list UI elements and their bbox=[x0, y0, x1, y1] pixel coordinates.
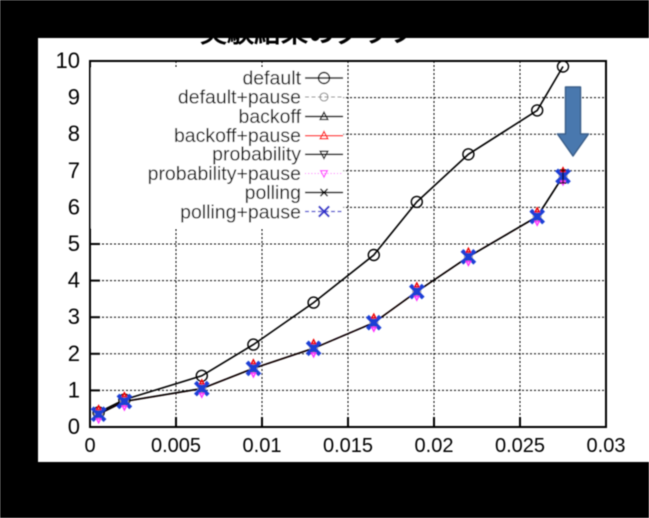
svg-text:0.03: 0.03 bbox=[587, 435, 626, 457]
svg-text:7: 7 bbox=[68, 158, 80, 183]
svg-text:1: 1 bbox=[68, 377, 80, 402]
svg-text:0.005: 0.005 bbox=[151, 435, 201, 457]
svg-text:10: 10 bbox=[56, 48, 80, 73]
svg-text:8: 8 bbox=[68, 121, 80, 146]
svg-text:0.01: 0.01 bbox=[243, 435, 282, 457]
svg-text:0: 0 bbox=[84, 435, 95, 457]
svg-text:2: 2 bbox=[68, 341, 80, 366]
svg-text:0.015: 0.015 bbox=[323, 435, 373, 457]
svg-text:6: 6 bbox=[68, 194, 80, 219]
svg-text:9: 9 bbox=[68, 85, 80, 110]
svg-text:polling+pause: polling+pause bbox=[180, 202, 301, 224]
svg-text:3: 3 bbox=[68, 304, 80, 329]
svg-text:0.025: 0.025 bbox=[495, 435, 545, 457]
svg-text:0.02: 0.02 bbox=[415, 435, 454, 457]
svg-text:0: 0 bbox=[68, 414, 80, 439]
svg-text:4: 4 bbox=[68, 268, 80, 293]
svg-text:5: 5 bbox=[68, 231, 80, 256]
